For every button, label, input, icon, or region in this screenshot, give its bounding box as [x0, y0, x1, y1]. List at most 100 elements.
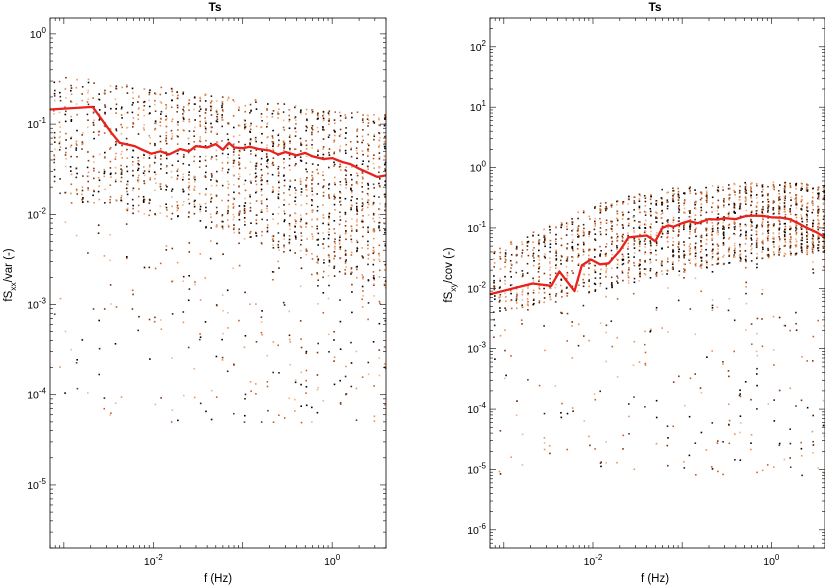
- right-scatter-point: [671, 237, 674, 239]
- right-scatter-point: [554, 272, 557, 275]
- left-scatter-point: [76, 193, 79, 195]
- left-scatter-point: [317, 154, 319, 156]
- left-scatter-point: [294, 200, 296, 202]
- left-scatter-point: [210, 199, 212, 201]
- left-scatter-point: [266, 210, 269, 212]
- right-scatter-point: [661, 209, 663, 212]
- right-scatter-point: [554, 286, 556, 289]
- right-mean-series-point: [815, 231, 818, 233]
- right-scatter-point: [689, 211, 691, 214]
- left-scatter-point: [227, 168, 230, 171]
- right-scatter-point: [733, 222, 735, 224]
- left-scatter-point: [238, 108, 240, 110]
- right-scatter-point: [499, 286, 501, 288]
- right-scatter-point: [565, 292, 568, 295]
- right-scatter-point: [543, 228, 545, 231]
- left-scatter-point: [188, 211, 190, 213]
- left-scatter-point: [244, 167, 247, 169]
- right-scatter-point: [515, 299, 518, 302]
- right-scatter-point: [537, 234, 540, 236]
- right-scatter-point: [790, 199, 792, 201]
- right-scatter-point: [622, 227, 624, 229]
- right-scatter-point: [801, 474, 803, 477]
- right-scatter-point: [677, 193, 680, 196]
- left-scatter-point: [64, 191, 67, 194]
- right-scatter-point: [522, 275, 524, 277]
- left-scatter-point: [216, 118, 219, 120]
- left-scatter-point: [289, 194, 291, 196]
- left-scatter-point: [188, 178, 190, 180]
- left-scatter-point: [238, 141, 240, 143]
- right-scatter-point: [683, 256, 685, 259]
- left-scatter-point: [372, 237, 375, 240]
- left-scatter-point: [373, 251, 375, 253]
- right-scatter-point: [576, 233, 579, 236]
- left-scatter-point: [233, 216, 235, 218]
- right-scatter-point: [538, 384, 541, 387]
- right-scatter-point: [582, 241, 585, 244]
- left-scatter-point: [232, 207, 235, 209]
- right-scatter-point: [751, 221, 753, 224]
- right-scatter-point: [600, 465, 602, 468]
- right-scatter-point: [605, 229, 607, 232]
- right-scatter-point: [589, 262, 591, 265]
- right-scatter-point: [750, 239, 753, 241]
- right-mean-series-line: [489, 214, 825, 296]
- left-scatter-point: [199, 333, 201, 335]
- left-scatter-point: [75, 147, 78, 149]
- right-scatter-point: [716, 209, 719, 212]
- right-scatter-point: [683, 207, 686, 210]
- right-scatter-point: [644, 330, 646, 333]
- right-scatter-point: [756, 471, 758, 474]
- left-scatter-point: [70, 173, 73, 176]
- left-scatter-point: [317, 150, 319, 152]
- right-scatter-point: [755, 210, 758, 212]
- left-scatter-point: [378, 255, 381, 257]
- left-scatter-point: [199, 208, 202, 211]
- left-scatter-point: [366, 165, 369, 168]
- right-scatter-point: [694, 265, 697, 267]
- right-scatter-point: [616, 224, 618, 226]
- left-scatter-point: [300, 243, 302, 246]
- right-scatter-point: [661, 203, 663, 206]
- left-scatter-point: [154, 142, 156, 145]
- left-mean-series-point: [206, 146, 208, 149]
- right-scatter-point: [639, 260, 641, 263]
- left-scatter-point: [345, 127, 347, 129]
- right-scatter-point: [677, 194, 680, 197]
- left-scatter-point: [227, 144, 229, 147]
- left-scatter-point: [316, 374, 319, 376]
- right-scatter-point: [777, 205, 780, 207]
- left-scatter-point: [361, 306, 364, 308]
- left-scatter-cloud: [53, 76, 387, 424]
- left-scatter-point: [311, 233, 313, 235]
- left-scatter-point: [86, 166, 89, 169]
- left-scatter-point: [378, 300, 381, 303]
- left-scatter-point: [334, 111, 336, 113]
- right-scatter-point: [577, 236, 579, 238]
- left-scatter-point: [148, 201, 151, 203]
- left-scatter-point: [210, 109, 212, 112]
- left-scatter-point: [294, 106, 296, 109]
- left-scatter-point: [76, 189, 78, 192]
- left-scatter-point: [344, 116, 347, 118]
- left-scatter-point: [317, 130, 319, 133]
- right-scatter-point: [588, 280, 590, 282]
- right-scatter-point: [566, 256, 569, 258]
- left-scatter-point: [328, 231, 330, 233]
- left-scatter-point: [120, 164, 122, 167]
- left-scatter-point: [93, 189, 95, 192]
- left-scatter-point: [177, 174, 179, 177]
- left-scatter-point: [193, 396, 196, 399]
- right-scatter-point: [616, 298, 619, 300]
- left-scatter-point: [221, 106, 223, 109]
- left-scatter-point: [266, 109, 268, 111]
- left-scatter-point: [199, 105, 201, 108]
- left-scatter-point: [260, 190, 263, 192]
- right-scatter-point: [644, 227, 647, 229]
- right-scatter-point: [571, 407, 574, 409]
- right-scatter-point: [705, 186, 707, 189]
- right-scatter-point: [621, 257, 624, 260]
- right-scatter-point: [538, 262, 541, 265]
- right-scatter-point: [661, 225, 664, 228]
